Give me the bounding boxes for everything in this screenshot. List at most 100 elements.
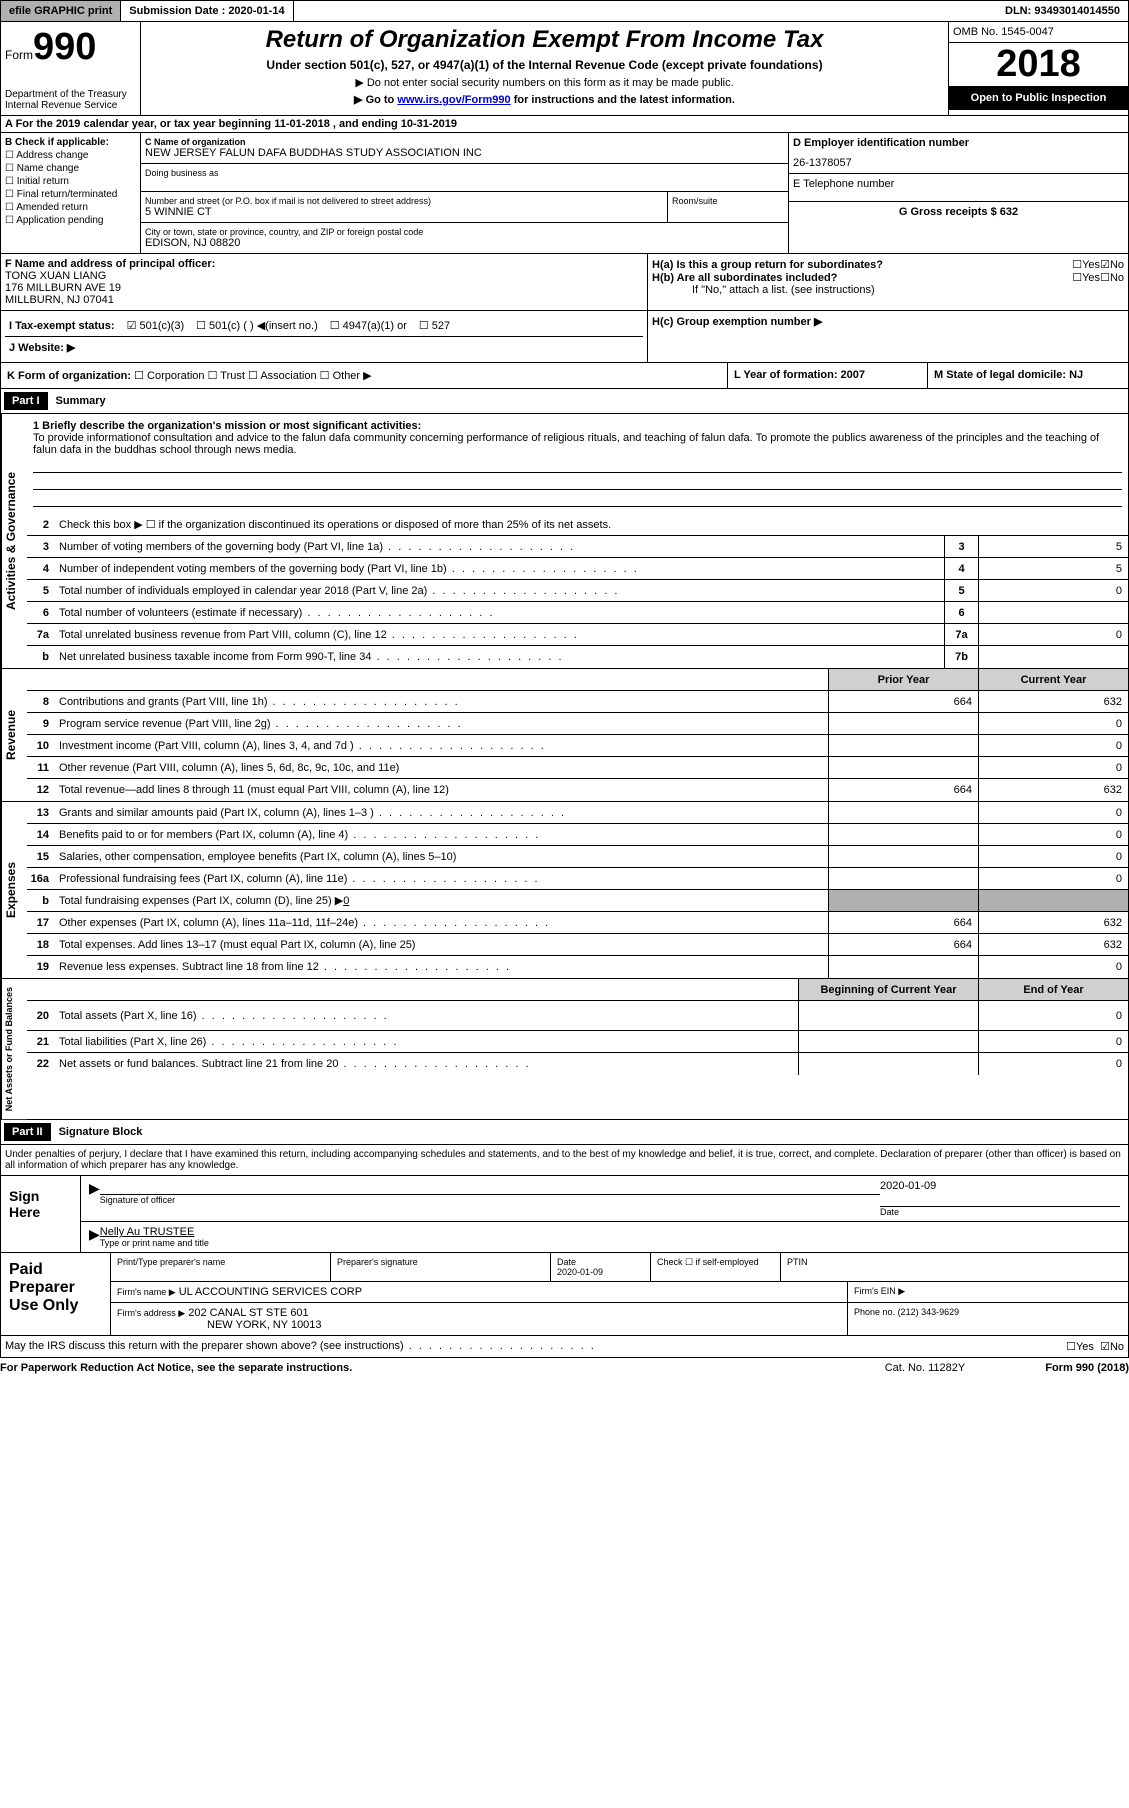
form-version: Form 990 (2018) [1045,1362,1129,1374]
paperwork-notice: For Paperwork Reduction Act Notice, see … [0,1362,352,1374]
501c-checkbox[interactable]: ☐ 501(c) ( ) ◀(insert no.) [196,319,318,332]
ha-yes[interactable]: ☐Yes [1072,258,1100,271]
firm-phone: (212) 343-9629 [898,1307,960,1317]
firm-addr: 202 CANAL ST STE 601 [188,1307,308,1319]
part1-title: Summary [56,395,106,407]
irs-link[interactable]: www.irs.gov/Form990 [397,94,510,106]
principal-officer: F Name and address of principal officer:… [1,254,648,310]
addr-change-checkbox[interactable]: ☐ Address change [5,150,136,161]
hb-yes[interactable]: ☐Yes [1072,271,1100,284]
netassets-label: Net Assets or Fund Balances [1,979,27,1119]
4947-checkbox[interactable]: ☐ 4947(a)(1) or [330,319,407,332]
form-header: Form990 Department of the Treasury Inter… [0,22,1129,116]
tax-year: 2018 [949,43,1128,86]
kform-row: K Form of organization: ☐ Corporation ☐ … [0,363,1129,389]
footer-row: For Paperwork Reduction Act Notice, see … [0,1358,1129,1378]
officer-group-row: F Name and address of principal officer:… [0,254,1129,311]
final-return-checkbox[interactable]: ☐ Final return/terminated [5,189,136,200]
line7a-val: 0 [978,624,1128,645]
revenue-section: Revenue Prior YearCurrent Year 8Contribu… [0,669,1129,802]
dln: DLN: 93493014014550 [997,1,1128,21]
expenses-section: Expenses 13Grants and similar amounts pa… [0,802,1129,979]
state-domicile: M State of legal domicile: NJ [928,363,1128,388]
part2-title: Signature Block [59,1126,143,1138]
group-exemption: H(c) Group exemption number ▶ [652,315,1124,328]
gross-receipts: G Gross receipts $ 632 [789,202,1128,230]
efile-label[interactable]: efile GRAPHIC print [1,1,120,21]
group-return-section: H(a) Is this a group return for subordin… [648,254,1128,310]
ssn-note: ▶ Do not enter social security numbers o… [145,76,944,89]
irs-discuss-row: May the IRS discuss this return with the… [0,1336,1129,1358]
arrow-icon: ▶ [89,1180,100,1217]
mission-area: 1 Briefly describe the organization's mi… [27,414,1128,514]
officer-signature[interactable]: Signature of officer [100,1180,880,1217]
omb-number: OMB No. 1545-0047 [949,22,1128,43]
line5-val: 0 [978,580,1128,601]
website-field: J Website: ▶ [5,337,643,358]
org-name: NEW JERSEY FALUN DAFA BUDDHAS STUDY ASSO… [145,147,784,159]
sign-here-label: Sign Here [1,1176,81,1252]
initial-return-checkbox[interactable]: ☐ Initial return [5,176,136,187]
amended-return-checkbox[interactable]: ☐ Amended return [5,202,136,213]
other-checkbox[interactable]: ☐ Other ▶ [320,370,372,382]
trust-checkbox[interactable]: ☐ Trust [208,370,245,382]
part1-header: Part I [4,392,48,410]
open-public-badge: Open to Public Inspection [949,86,1128,110]
section-a-tax-year: A For the 2019 calendar year, or tax yea… [0,116,1129,133]
top-bar: efile GRAPHIC print Submission Date : 20… [0,0,1129,22]
activities-section: Activities & Governance 1 Briefly descri… [0,414,1129,669]
part2-header: Part II [4,1123,51,1141]
hb-no[interactable]: ☐No [1100,271,1124,284]
501c3-checked[interactable]: ☑ 501(c)(3) [127,319,185,332]
name-change-checkbox[interactable]: ☐ Name change [5,163,136,174]
street-row: Number and street (or P.O. box if mail i… [141,192,668,222]
check-applicable: B Check if applicable: ☐ Address change … [1,133,141,253]
city-row: City or town, state or province, country… [141,222,788,253]
officer-name: Nelly Au TRUSTEEType or print name and t… [100,1226,1120,1248]
expenses-label: Expenses [1,802,27,978]
line7b-val [978,646,1128,668]
org-name-row: C Name of organization NEW JERSEY FALUN … [141,133,788,164]
year-formation: L Year of formation: 2007 [728,363,928,388]
form-number: 990 [33,26,96,68]
form-label: Form [5,48,33,62]
org-info-grid: B Check if applicable: ☐ Address change … [0,133,1129,254]
phone-row: E Telephone number [789,174,1128,202]
app-pending-checkbox[interactable]: ☐ Application pending [5,215,136,226]
discuss-yes[interactable]: ☐Yes [1066,1340,1094,1353]
link-note: ▶ Go to www.irs.gov/Form990 for instruct… [145,93,944,106]
signature-section: Under penalties of perjury, I declare th… [0,1145,1129,1336]
assoc-checkbox[interactable]: ☐ Association [248,370,317,382]
discuss-no-checked[interactable]: ☑No [1100,1340,1124,1353]
activities-label: Activities & Governance [1,414,27,668]
current-year-header: Current Year [978,669,1128,690]
ha-no-checked[interactable]: ☑No [1100,258,1124,271]
end-year-header: End of Year [978,979,1128,1000]
527-checkbox[interactable]: ☐ 527 [419,319,450,332]
firm-name: UL ACCOUNTING SERVICES CORP [179,1286,362,1298]
arrow-icon: ▶ [89,1226,100,1248]
form-subtitle: Under section 501(c), 527, or 4947(a)(1)… [145,58,944,72]
prior-year-header: Prior Year [828,669,978,690]
ein: 26-1378057 [793,157,1124,169]
mission-text: To provide informationof consultation an… [33,432,1122,456]
dba-row: Doing business as [141,164,788,192]
submission-date: Submission Date : 2020-01-14 [120,1,293,21]
tax-exempt-website: I Tax-exempt status: ☑ 501(c)(3) ☐ 501(c… [0,311,1129,363]
city-state-zip: EDISON, NJ 08820 [145,237,784,249]
cat-number: Cat. No. 11282Y [885,1362,966,1374]
line4-val: 5 [978,558,1128,579]
revenue-label: Revenue [1,669,27,801]
line3-val: 5 [978,536,1128,557]
begin-year-header: Beginning of Current Year [798,979,978,1000]
netassets-section: Net Assets or Fund Balances Beginning of… [0,979,1129,1120]
perjury-text: Under penalties of perjury, I declare th… [1,1145,1128,1175]
street-address: 5 WINNIE CT [145,206,663,218]
dept-label: Department of the Treasury Internal Reve… [5,89,136,111]
ein-row: D Employer identification number 26-1378… [789,133,1128,174]
paid-preparer-label: Paid Preparer Use Only [1,1253,111,1335]
line6-val [978,602,1128,623]
corp-checkbox[interactable]: ☐ Corporation [134,370,204,382]
form-title: Return of Organization Exempt From Incom… [145,26,944,54]
room-suite: Room/suite [668,192,788,222]
